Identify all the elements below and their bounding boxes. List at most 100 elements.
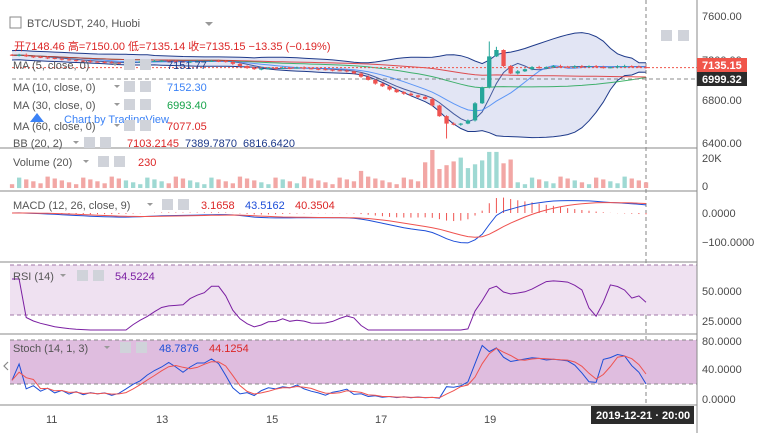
volume-bar [480,160,485,188]
candle-body [209,60,214,62]
candle-body [351,71,357,74]
volume-bar [586,184,592,188]
crosshair-price-value: 6999.32 [702,74,742,86]
ma10-label[interactable]: MA (10, close, 0) [13,82,96,94]
settings-icon[interactable] [120,342,131,353]
chevron-down-icon[interactable] [104,346,110,349]
candle-body [202,61,207,63]
candle-body [74,60,79,62]
chevron-down-icon[interactable] [60,274,66,277]
volume-legend: Volume (20) 230 20K 0 [13,153,722,193]
time-label: 13 [156,414,168,426]
volume-bar [472,164,478,189]
bb-label[interactable]: BB (20, 2) [13,138,63,150]
settings-icon[interactable] [124,81,135,92]
volume-bar [309,178,314,188]
candle-body [408,93,414,96]
candle-body [195,61,200,63]
candle-body [280,67,285,69]
volume-bar [408,179,414,188]
candle-body [501,50,506,66]
ma60-label[interactable]: MA (60, close, 0) [13,121,96,133]
macd-pane-content [11,197,647,244]
volume-label[interactable]: Volume (20) [13,157,72,169]
chevron-down-icon[interactable] [147,203,153,206]
candle-body [458,123,463,125]
candle-body [152,60,157,62]
candle-body [586,66,592,67]
ma30-label[interactable]: MA (30, close, 0) [13,100,96,112]
maximize-icon[interactable] [678,30,689,41]
pane-up-icon[interactable] [661,30,672,41]
volume-bar [330,184,335,188]
volume-bar [188,180,193,188]
volume-bar [522,184,528,188]
candle-body [166,60,171,62]
volume-bar [344,179,349,188]
candle-body [480,87,485,104]
volume-bar [38,183,43,189]
rsi-label[interactable]: RSI (14) [13,271,54,283]
close-icon[interactable] [93,270,104,281]
volume-bar [173,176,178,188]
stoch-d-value: 44.1254 [209,343,249,355]
candle-body [81,60,86,62]
settings-icon[interactable] [162,199,173,210]
volume-bar [273,177,278,189]
close-icon[interactable] [178,199,189,210]
settings-icon[interactable] [124,59,135,70]
close-icon[interactable] [140,59,151,70]
candle-body [252,67,257,70]
stoch-d-line [11,347,647,399]
candle-body [594,66,599,68]
chevron-down-icon[interactable] [83,160,89,163]
time-axis: 11 13 15 17 19 2019-12-21 · 20:00 [46,406,694,426]
volume-bar [195,182,200,188]
volume-bar [280,179,285,188]
volume-bar [394,184,399,188]
candle-body [615,66,620,68]
close-icon[interactable] [140,120,151,131]
candle-body [216,60,221,62]
close-icon[interactable] [140,81,151,92]
settings-icon[interactable] [124,120,135,131]
volume-bar [558,176,563,188]
close-icon[interactable] [136,342,147,353]
candle-body [230,61,235,64]
crosshair-price-tag [697,72,747,86]
volume-bar [430,150,435,188]
stoch-label[interactable]: Stoch (14, 1, 3) [13,343,88,355]
volume-bar [209,177,214,189]
chevron-down-icon[interactable] [112,63,118,66]
chevron-down-icon[interactable] [114,85,120,88]
chevron-down-icon[interactable] [114,103,120,106]
macd-line-value: 43.5162 [245,200,285,212]
settings-icon[interactable] [77,270,88,281]
chevron-left-icon[interactable] [3,361,9,371]
candle-body [430,99,435,106]
settings-icon[interactable] [84,137,95,148]
volume-bar [387,182,392,188]
close-icon[interactable] [100,137,111,148]
volume-bar [643,182,649,188]
bollinger-band-fill [12,32,646,138]
close-icon[interactable] [114,156,125,167]
volume-bar [294,183,300,189]
ma5-label[interactable]: MA (5, close, 0) [13,60,89,72]
tradingview-logo-icon [30,113,44,122]
macd-label[interactable]: MACD (12, 26, close, 9) [13,200,130,212]
settings-icon[interactable] [98,156,109,167]
volume-bar [551,183,556,189]
volume-bar [601,179,606,188]
chevron-down-icon[interactable] [73,141,79,144]
macd-legend: MACD (12, 26, close, 9) 3.1658 43.5162 4… [13,199,754,249]
collapse-icon[interactable] [9,16,22,29]
chevron-down-icon[interactable] [114,124,120,127]
candle-body [52,58,57,59]
close-icon[interactable] [140,99,151,110]
candle-body [451,123,456,125]
settings-icon[interactable] [124,99,135,110]
time-label: 11 [46,414,57,426]
chevron-down-icon[interactable] [205,22,213,26]
